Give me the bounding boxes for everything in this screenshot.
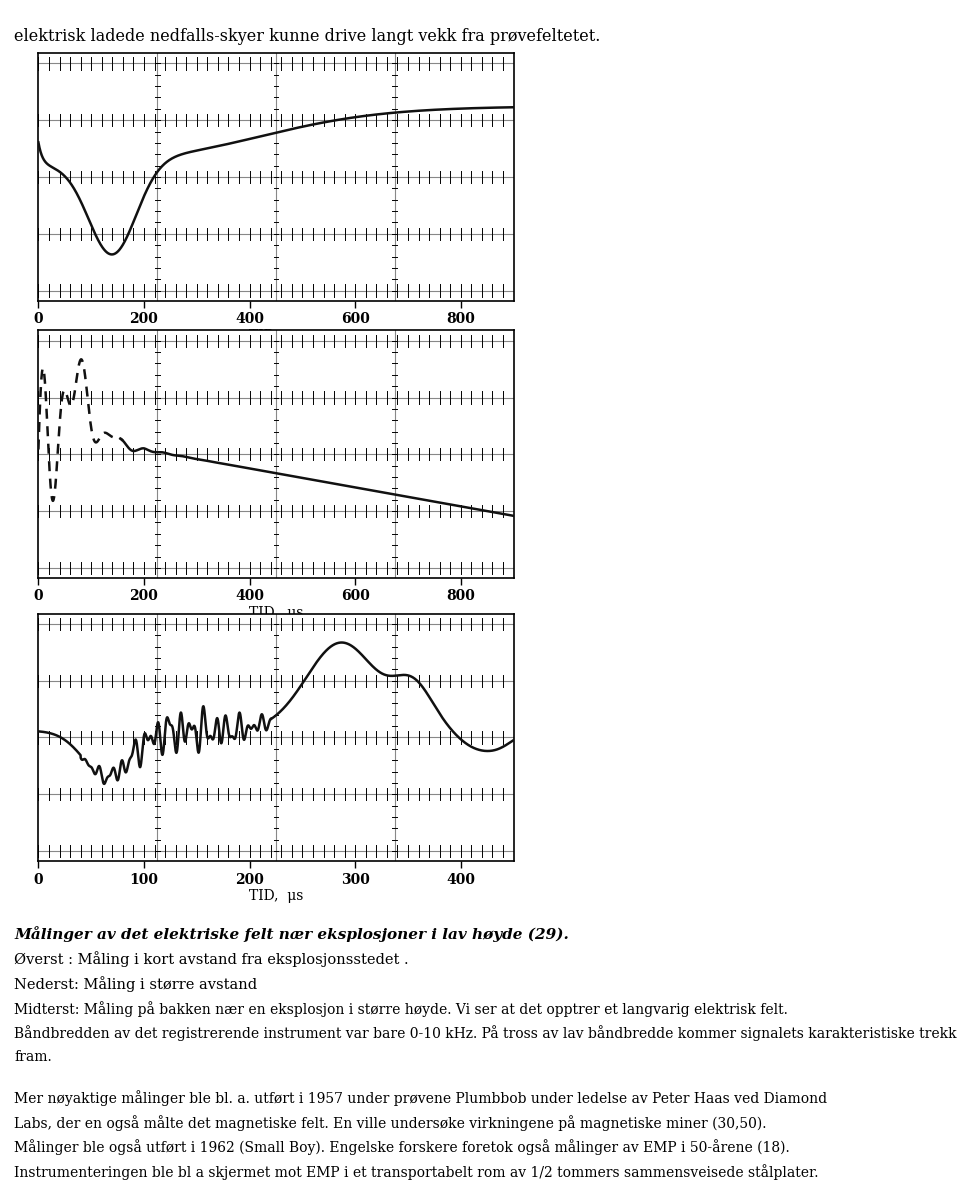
X-axis label: TID,  μs: TID, μs — [249, 329, 303, 342]
Text: Målinger av det elektriske felt nær eksplosjoner i lav høyde (29).: Målinger av det elektriske felt nær eksp… — [14, 926, 569, 942]
Text: elektrisk ladede nedfalls-skyer kunne drive langt vekk fra prøvefeltetet.: elektrisk ladede nedfalls-skyer kunne dr… — [14, 28, 601, 45]
Text: Mer nøyaktige målinger ble bl. a. utført i 1957 under prøvene Plumbbob under led: Mer nøyaktige målinger ble bl. a. utført… — [14, 1090, 828, 1106]
X-axis label: TID,  μs: TID, μs — [249, 890, 303, 903]
Text: fram.: fram. — [14, 1050, 52, 1064]
Text: Labs, der en også målte det magnetiske felt. En ville undersøke virkningene på m: Labs, der en også målte det magnetiske f… — [14, 1115, 767, 1130]
Text: Målinger ble også utført i 1962 (Small Boy). Engelske forskere foretok også måli: Målinger ble også utført i 1962 (Small B… — [14, 1140, 790, 1155]
Text: Nederst: Måling i større avstand: Nederst: Måling i større avstand — [14, 976, 257, 991]
X-axis label: TID,  μs: TID, μs — [249, 607, 303, 620]
Text: Midterst: Måling på bakken nær en eksplosjon i større høyde. Vi ser at det opptr: Midterst: Måling på bakken nær en eksplo… — [14, 1001, 788, 1016]
Text: Instrumenteringen ble bl a skjermet mot EMP i et transportabelt rom av 1/2 tomme: Instrumenteringen ble bl a skjermet mot … — [14, 1165, 819, 1180]
Text: Øverst : Måling i kort avstand fra eksplosjonsstedet .: Øverst : Måling i kort avstand fra ekspl… — [14, 951, 409, 966]
Text: Båndbredden av det registrerende instrument var bare 0-10 kHz. På tross av lav b: Båndbredden av det registrerende instrum… — [14, 1025, 957, 1041]
